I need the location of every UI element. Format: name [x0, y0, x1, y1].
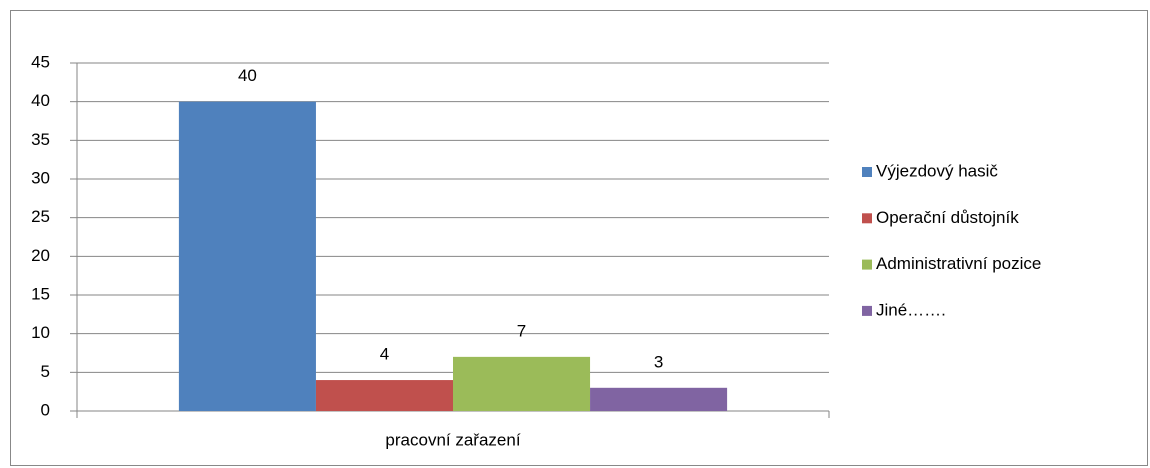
y-tick-label: 20	[31, 246, 50, 265]
data-label: 40	[238, 66, 257, 85]
bar	[453, 356, 591, 411]
legend-swatch	[862, 213, 872, 224]
data-label: 4	[380, 345, 389, 364]
x-tick-label: pracovní zařazení	[385, 430, 520, 449]
y-tick-label: 25	[31, 207, 50, 226]
y-tick-label: 15	[31, 284, 50, 303]
legend-label: Jiné…….	[876, 300, 946, 319]
y-tick-label: 5	[41, 362, 50, 381]
y-tick-label: 10	[31, 323, 50, 342]
legend-label: Operační důstojník	[876, 208, 1019, 227]
data-label: 3	[654, 352, 663, 371]
legend-label: Výjezdový hasič	[876, 161, 998, 180]
legend-swatch	[862, 259, 872, 270]
y-tick-label: 30	[31, 168, 50, 187]
legend-label: Administrativní pozice	[876, 254, 1041, 273]
y-tick-label: 0	[41, 400, 50, 419]
y-tick-label: 45	[31, 52, 50, 71]
bar	[590, 387, 728, 411]
y-tick-label: 40	[31, 91, 50, 110]
data-label: 7	[517, 321, 526, 340]
legend-swatch	[862, 305, 872, 316]
bar	[315, 380, 453, 411]
bar	[178, 101, 316, 412]
y-tick-label: 35	[31, 130, 50, 149]
legend-swatch	[862, 167, 872, 177]
